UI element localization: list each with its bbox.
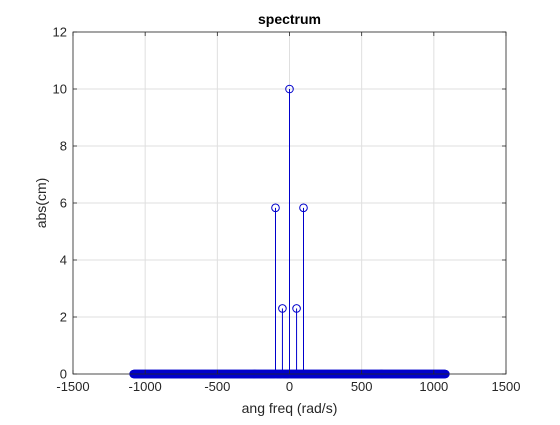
y-tick-label: 2 [60, 310, 67, 325]
y-tick-label: 8 [60, 139, 67, 154]
tick-marks [72, 31, 507, 375]
chart-title: spectrum [258, 11, 321, 27]
stem-marker [292, 304, 301, 313]
y-tick-label: 4 [60, 253, 67, 268]
x-tick-label: 0 [286, 379, 293, 394]
x-tick-label: -1000 [129, 379, 162, 394]
x-axis-label: ang freq (rad/s) [242, 400, 338, 416]
x-tick-labels: -1500 -1000 -500 0 500 1000 1500 [56, 379, 520, 394]
x-tick-label: 1500 [492, 379, 521, 394]
stem-marker [271, 203, 280, 213]
y-axis-label: abs(cm) [33, 178, 49, 229]
stems [271, 84, 308, 374]
y-tick-labels: 0 2 4 6 8 10 12 [53, 25, 67, 382]
x-tick-label: 1000 [419, 379, 448, 394]
stem-marker [285, 84, 294, 94]
x-tick-label: -500 [204, 379, 230, 394]
y-tick-label: 12 [53, 25, 67, 40]
y-tick-label: 0 [60, 367, 67, 382]
y-tick-label: 10 [53, 82, 67, 97]
x-tick-label: 500 [351, 379, 373, 394]
y-tick-label: 6 [60, 196, 67, 211]
stem-marker [278, 304, 287, 313]
x-tick-label: -1500 [56, 379, 89, 394]
stem-marker [299, 203, 308, 213]
